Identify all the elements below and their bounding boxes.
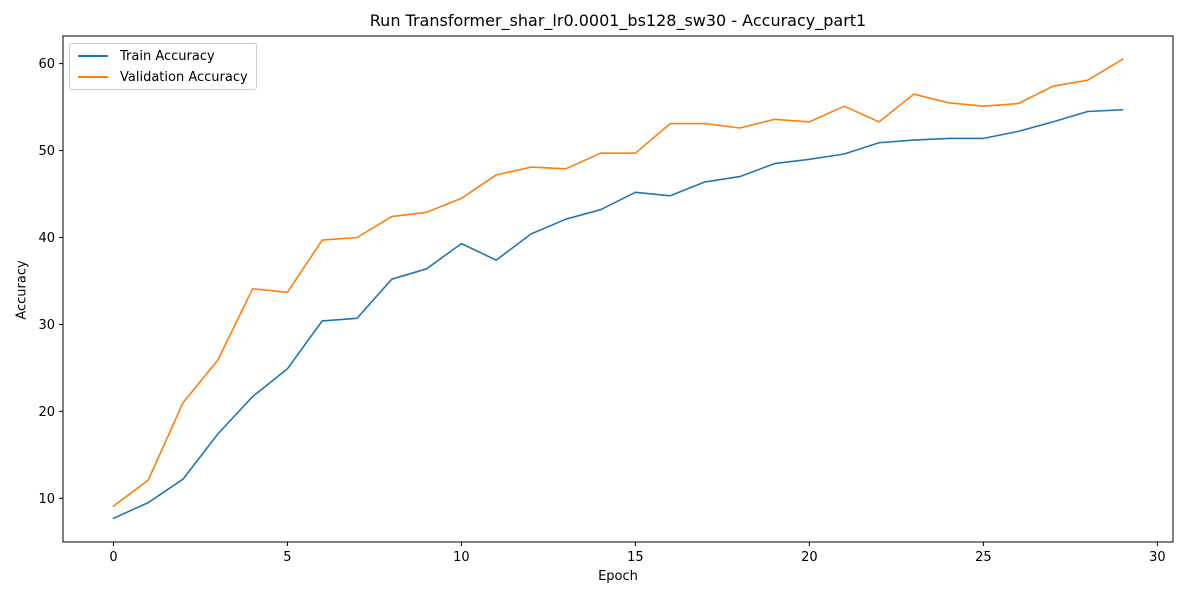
y-tick-label: 40 [38, 231, 55, 246]
y-axis-ticks: 10 20 30 40 50 60 [38, 57, 63, 507]
series-line-validation-accuracy [112, 58, 1124, 508]
x-tick-label: 15 [627, 550, 644, 565]
x-tick-label: 5 [283, 550, 291, 565]
y-tick-label: 30 [38, 318, 55, 333]
series-line-train-accuracy [112, 108, 1124, 520]
y-tick-label: 60 [38, 57, 55, 72]
legend-label-validation: Validation Accuracy [120, 69, 248, 85]
x-tick-label: 0 [109, 550, 117, 565]
x-tick-label: 30 [1149, 550, 1166, 565]
legend: Train Accuracy Validation Accuracy [69, 43, 257, 90]
x-tick-label: 20 [801, 550, 818, 565]
legend-label-train: Train Accuracy [120, 48, 215, 64]
y-tick-label: 20 [38, 405, 55, 420]
legend-item-train: Train Accuracy [78, 47, 215, 65]
legend-item-validation: Validation Accuracy [78, 68, 248, 86]
y-tick-label: 50 [38, 144, 55, 159]
legend-swatch-train [78, 55, 108, 57]
x-axis-ticks: 0 5 10 15 20 25 30 [109, 542, 1166, 565]
y-axis-label: Accuracy [14, 260, 30, 320]
y-tick-label: 10 [38, 492, 55, 507]
plot-lines [112, 58, 1124, 520]
x-tick-label: 10 [453, 550, 470, 565]
legend-swatch-validation [78, 76, 108, 78]
plot-frame [62, 35, 1174, 543]
x-tick-label: 25 [975, 550, 992, 565]
x-axis-label: Epoch [598, 569, 638, 584]
chart-title: Run Transformer_shar_lr0.0001_bs128_sw30… [369, 11, 867, 30]
